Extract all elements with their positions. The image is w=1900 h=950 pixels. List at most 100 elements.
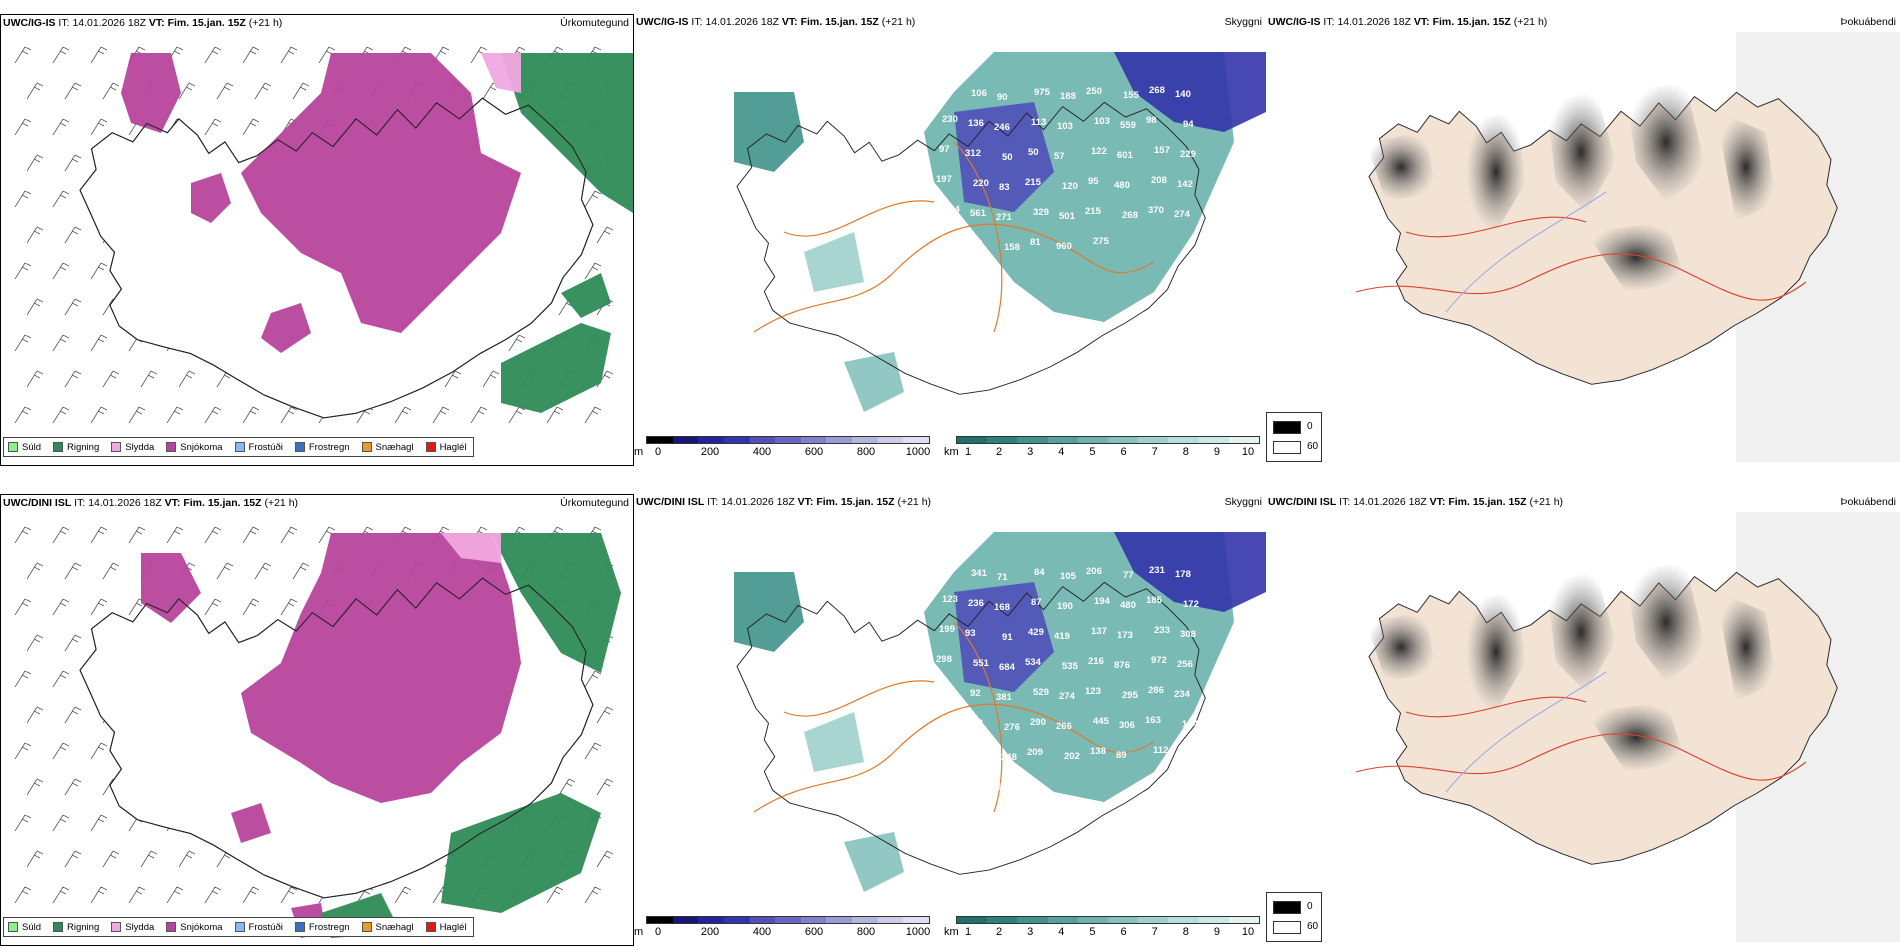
cloud-base-label: 123 — [1085, 686, 1101, 697]
wind-barb — [52, 598, 70, 616]
iceland-outline — [736, 581, 1206, 875]
cloud-base-label: 271 — [996, 212, 1013, 223]
cloud-base-label: 268 — [1122, 210, 1138, 221]
cloud-base-label: 103 — [1057, 121, 1073, 132]
colorbar-segment — [775, 437, 801, 443]
wind-barb — [546, 886, 564, 904]
iceland-outline — [79, 577, 594, 899]
colorbar-tick: 200 — [700, 446, 720, 458]
precip-legend-item: Slydda — [111, 442, 154, 453]
colorbar-strip — [956, 916, 1260, 924]
wind-barb — [204, 406, 222, 424]
vt-value: Fim. 15.jan. 15Z — [800, 16, 879, 28]
cloud-base-label: 480 — [1120, 600, 1136, 611]
model-name: UWC/DINI ISL — [1268, 496, 1337, 508]
cloud-base-label: 83 — [999, 182, 1010, 193]
cloud-base-label: 329 — [1033, 207, 1049, 218]
cloud-area — [954, 582, 1054, 692]
vt-label: VT: — [1429, 496, 1446, 508]
road-network — [1355, 696, 1807, 781]
precip-area — [491, 533, 621, 673]
fog-area — [1716, 112, 1776, 222]
wind-barb — [242, 46, 260, 64]
panel-header: UWC/DINI ISL IT: 14.01.2026 18Z VT: Fim.… — [636, 496, 1262, 510]
cloud-base-label: 220 — [973, 178, 989, 189]
panel-header: UWC/IG-IS IT: 14.01.2026 18Z VT: Fim. 15… — [636, 16, 1262, 30]
precip-legend-item: Snjókoma — [166, 441, 223, 453]
it-value: 14.01.2026 18Z — [1353, 496, 1427, 508]
cloud-base-label: 50 — [1002, 152, 1013, 163]
wind-barb — [14, 334, 32, 352]
precip-area — [241, 533, 521, 803]
colorbar-tick: 0 — [654, 446, 662, 458]
model-name: UWC/DINI ISL — [636, 496, 705, 508]
fog-legend: 0 60 — [1266, 412, 1322, 462]
cloud-base-label: 190 — [1057, 601, 1073, 612]
wind-barb — [508, 406, 526, 424]
colorbar-tick: 200 — [700, 926, 720, 938]
cloud-base-label: 684 — [999, 662, 1016, 673]
wind-barb — [596, 706, 614, 724]
colorbar-tick: 400 — [752, 926, 772, 938]
cloud-base-label: 501 — [1059, 211, 1076, 222]
legend-label: Frostúði — [248, 921, 283, 933]
colorbar-segment — [826, 437, 853, 443]
cloud-base-label: 215 — [1085, 206, 1102, 217]
cloud-base-label: 71 — [997, 572, 1008, 583]
legend-swatch — [8, 922, 18, 932]
model-name: UWC/IG-IS — [3, 17, 56, 29]
colorbar-unit: km — [944, 926, 959, 938]
panel-title: Skyggni — [1224, 16, 1262, 28]
cloud-base-label: 529 — [1033, 687, 1049, 698]
cloud-base-label: 208 — [1151, 175, 1167, 186]
cloud-base-label: 98 — [1146, 115, 1157, 126]
precip-legend: Súld Rigning Slydda Snjókoma Frostúði Frostre… — [3, 917, 474, 937]
legend-label: Snjókoma — [180, 441, 223, 453]
wind-barb — [14, 886, 32, 904]
fog-area — [1546, 92, 1616, 212]
cloud-base-label: 236 — [968, 598, 984, 609]
colorbar-segment — [698, 437, 724, 443]
lead-time: (+21 h) — [881, 16, 916, 28]
wind-barb — [26, 562, 44, 580]
colorbar-unit: m — [634, 446, 644, 458]
colorbar-tick: 400 — [752, 446, 772, 458]
cloud-area — [804, 232, 864, 292]
colorbar-tick: 3 — [1027, 926, 1034, 938]
wind-barb — [14, 262, 32, 280]
colorbar-tick: 10 — [1241, 446, 1255, 458]
fog-legend-label: 0 — [1307, 421, 1313, 432]
precip-legend-item: Rigning — [53, 442, 99, 453]
lead-time: (+21 h) — [264, 497, 299, 509]
wind-barb — [90, 598, 108, 616]
colorbar-segment — [1047, 917, 1078, 923]
legend-swatch — [53, 442, 64, 452]
cloud-base-label: 266 — [1056, 721, 1072, 732]
cloud-base-label: 876 — [1114, 660, 1130, 671]
precip-area — [441, 793, 601, 913]
colorbar-segment — [1077, 437, 1109, 443]
wind-barb — [52, 262, 70, 280]
colorbar-segment — [1017, 917, 1048, 923]
cloud-base-label: 381 — [996, 692, 1013, 703]
cloud-base-label: 105 — [1060, 571, 1077, 582]
colorbar-tick: 5 — [1089, 926, 1096, 938]
wind-barb — [102, 562, 120, 580]
vt-value: Fim. 15.jan. 15Z — [167, 17, 246, 29]
cloud-area — [954, 102, 1054, 212]
cloud-base-label: 480 — [1114, 180, 1130, 191]
cloud-base-label: 250 — [1086, 86, 1102, 97]
wind-barb — [90, 406, 108, 424]
wind-barb — [128, 886, 146, 904]
wind-barb — [166, 526, 184, 544]
legend-swatch — [294, 922, 305, 932]
precip-area — [501, 323, 611, 413]
cloud-base-label: 138 — [1090, 746, 1106, 757]
fog-area — [1586, 222, 1686, 292]
colorbar-segment — [987, 917, 1018, 923]
cloud-base-label: 97 — [939, 144, 950, 155]
cloud-base-label: 158 — [1004, 242, 1020, 253]
wind-barb — [596, 370, 614, 388]
fog-legend-label: 60 — [1307, 441, 1319, 452]
it-label: IT: — [74, 497, 86, 509]
